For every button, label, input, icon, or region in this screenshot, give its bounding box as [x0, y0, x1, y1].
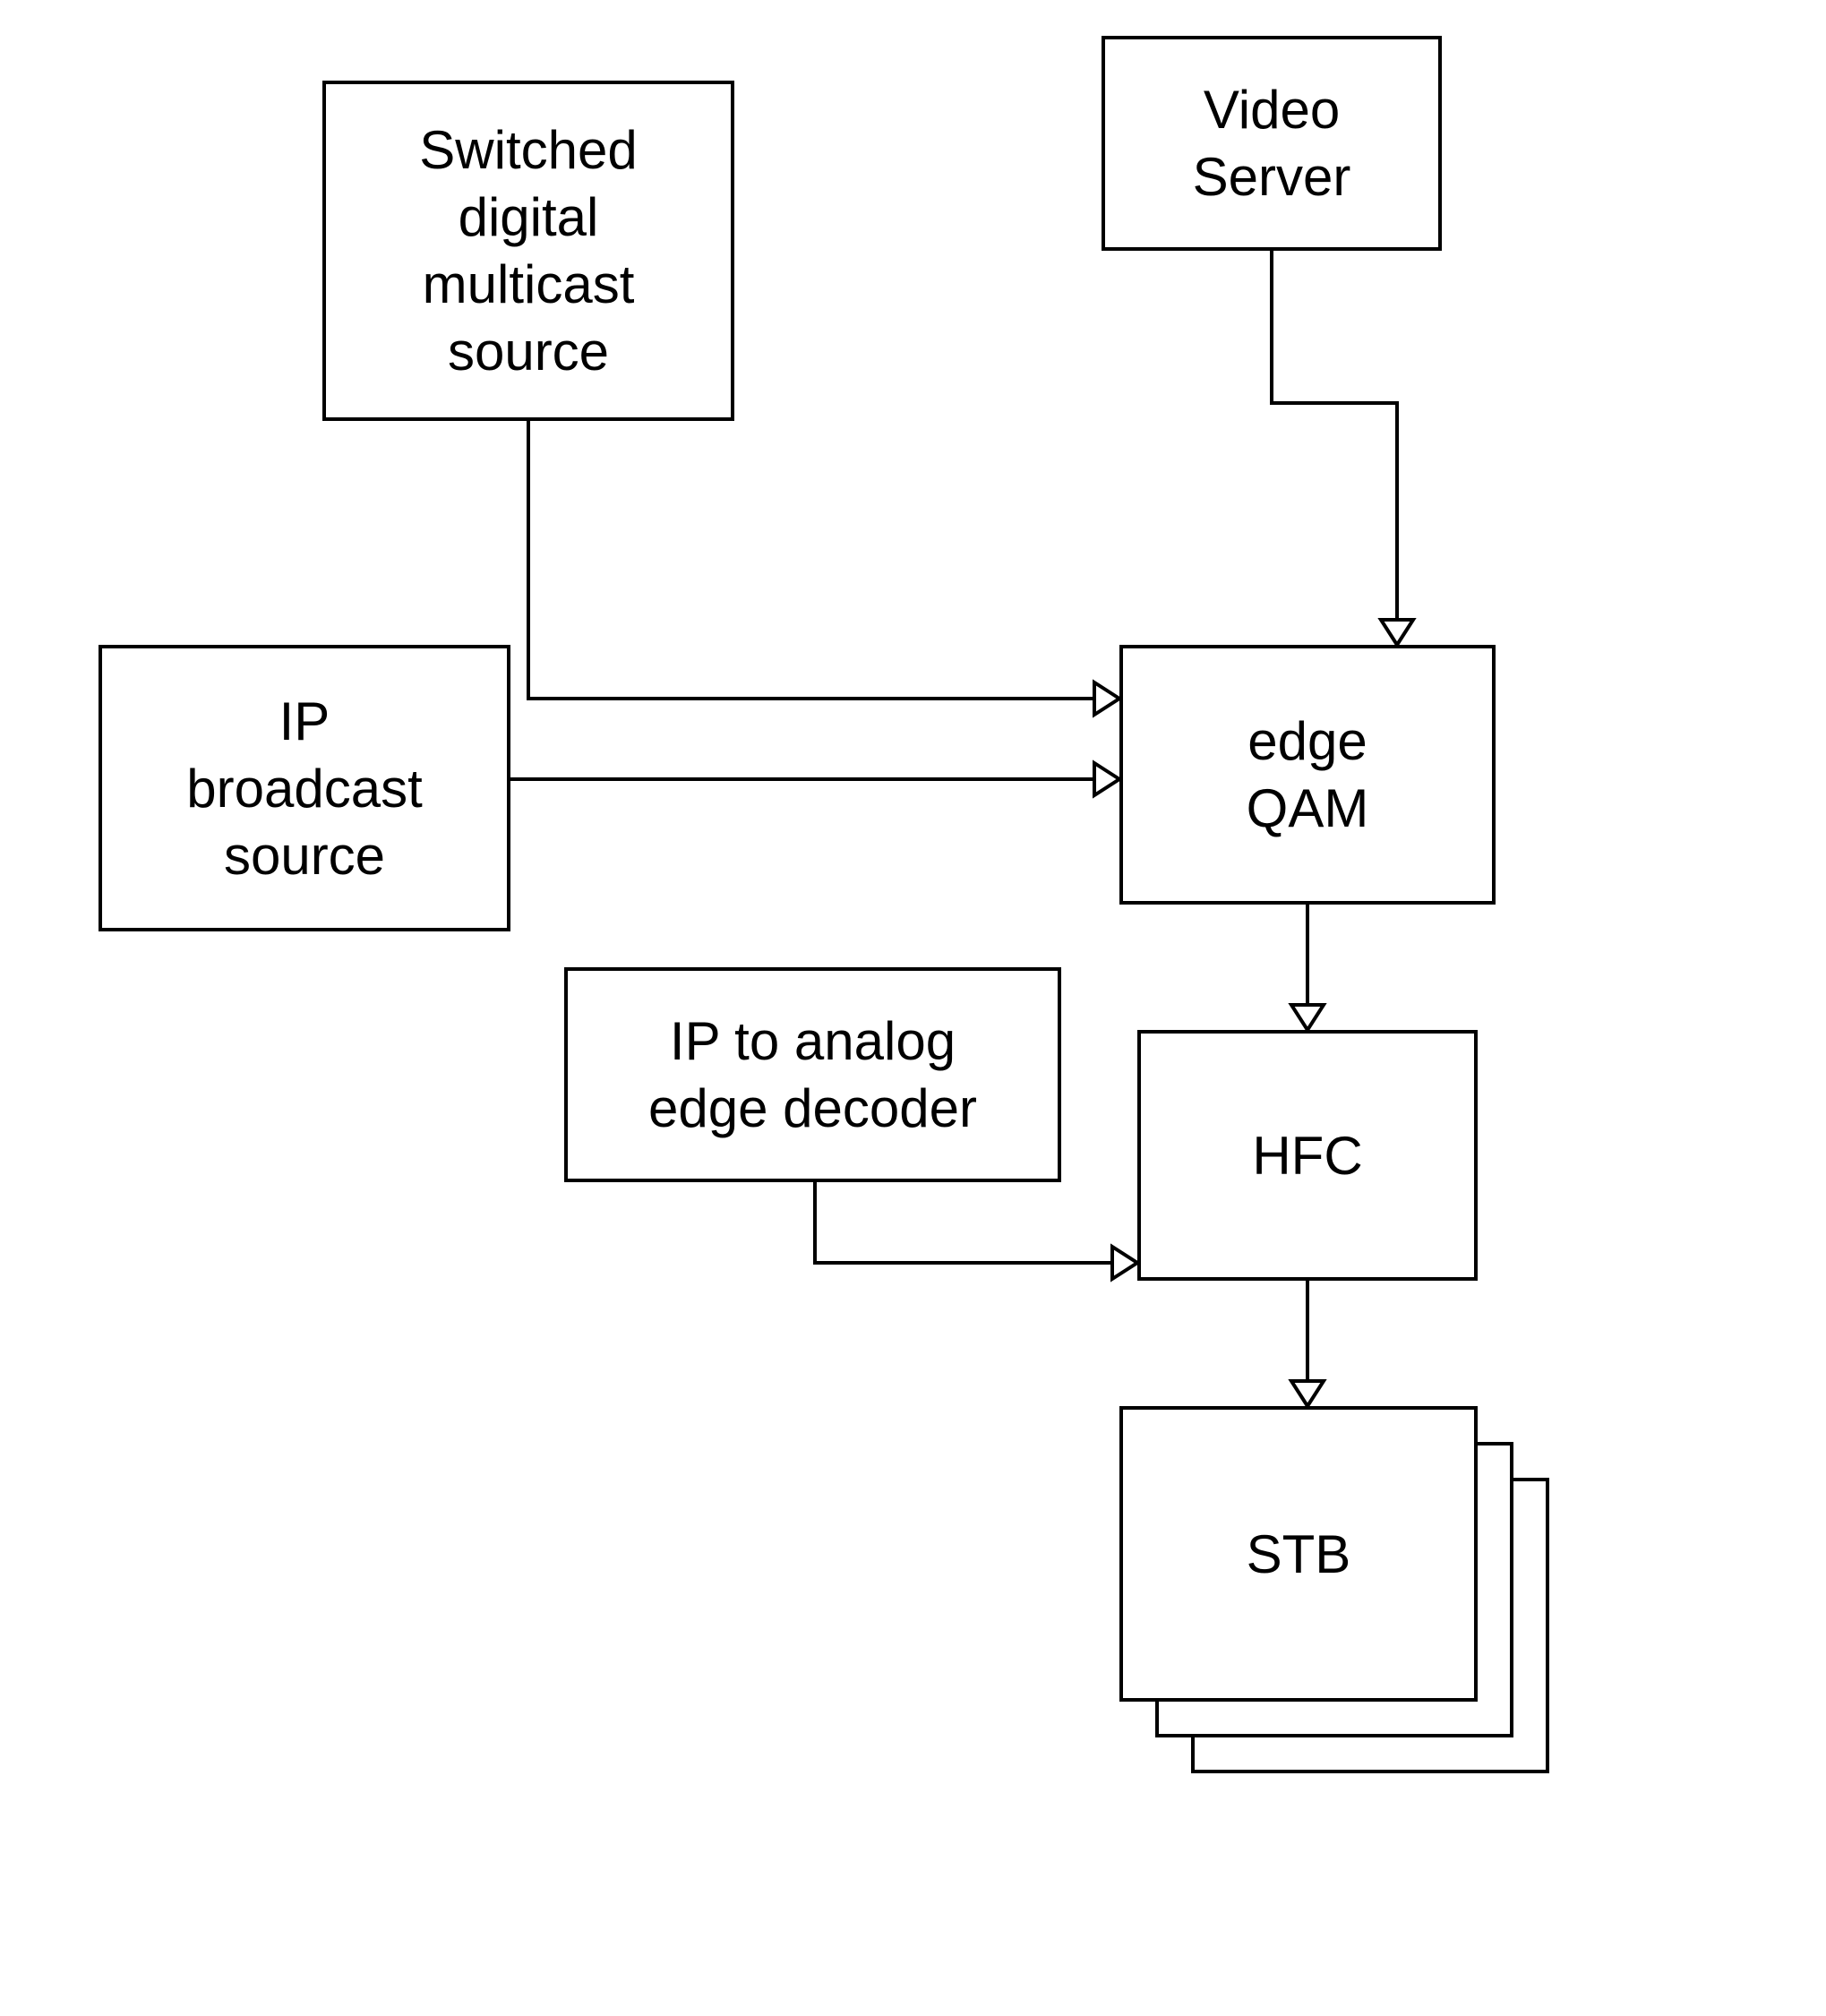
- arrowhead: [1291, 1005, 1324, 1030]
- node-switched-source: Switcheddigitalmulticastsource: [322, 81, 734, 421]
- arrowhead: [1094, 682, 1119, 715]
- edge-ipanalog-to-hfc: [815, 1182, 1112, 1263]
- node-stb: STB: [1119, 1406, 1478, 1702]
- arrowhead: [1381, 620, 1413, 645]
- node-edge-qam: edgeQAM: [1119, 645, 1496, 905]
- node-label: HFC: [1252, 1122, 1362, 1189]
- arrowhead: [1094, 763, 1119, 795]
- flowchart-diagram: Switcheddigitalmulticastsource VideoServ…: [0, 0, 1826, 2016]
- node-hfc: HFC: [1137, 1030, 1478, 1281]
- node-label: STB: [1247, 1521, 1351, 1588]
- node-ip-analog: IP to analogedge decoder: [564, 967, 1061, 1182]
- edge-switched-to-qam: [528, 421, 1094, 699]
- edge-videoserver-to-qam: [1272, 251, 1397, 620]
- node-label: VideoServer: [1193, 76, 1351, 210]
- node-label: IP to analogedge decoder: [648, 1008, 977, 1142]
- node-video-server: VideoServer: [1102, 36, 1442, 251]
- node-label: Switcheddigitalmulticastsource: [419, 116, 637, 385]
- node-label: IPbroadcastsource: [186, 688, 423, 889]
- node-label: edgeQAM: [1247, 708, 1369, 842]
- arrowhead: [1112, 1247, 1137, 1279]
- node-ip-broadcast: IPbroadcastsource: [99, 645, 510, 931]
- arrowhead: [1291, 1381, 1324, 1406]
